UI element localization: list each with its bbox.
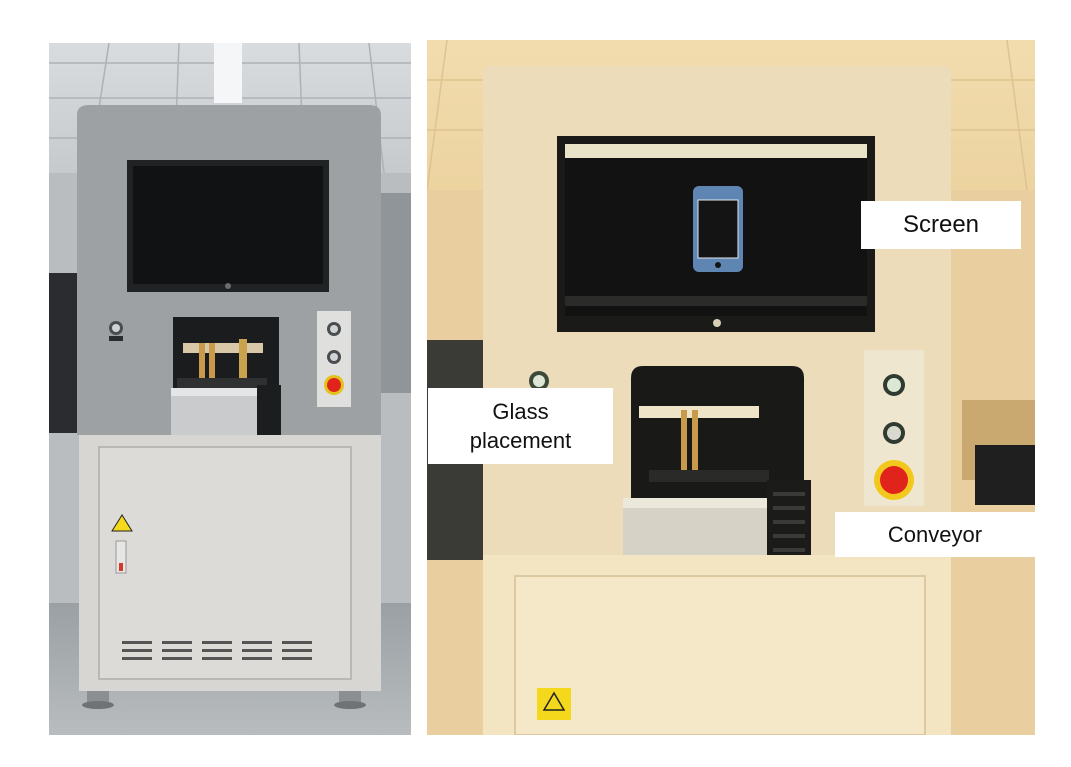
- glass-placement-label: Glass placement: [428, 388, 613, 464]
- phone-icon: [693, 186, 743, 272]
- conveyor-label-text: Conveyor: [887, 521, 983, 547]
- screen-label-text: Screen: [902, 211, 980, 238]
- machine-closeup-illustration: [427, 40, 1035, 735]
- screen-label: Screen: [861, 201, 1021, 249]
- machine-overview-illustration: [49, 43, 411, 735]
- glass-placement-label-line1: Glass: [492, 399, 549, 424]
- photo-machine-closeup: [427, 40, 1035, 735]
- glass-placement-label-line2: placement: [469, 428, 572, 453]
- photo-machine-overview: [49, 43, 411, 735]
- conveyor-label: Conveyor: [835, 512, 1035, 557]
